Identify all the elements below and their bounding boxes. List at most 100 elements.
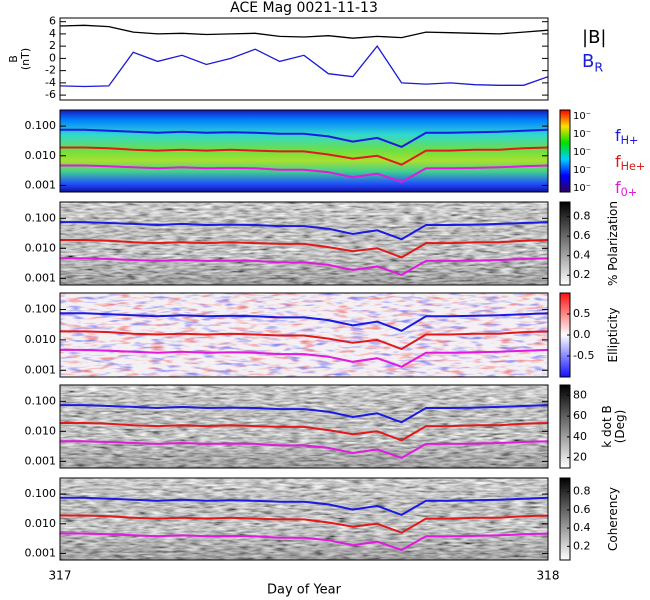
legend-entry: |B| <box>582 27 606 48</box>
colorbar-tick-label: 80 <box>573 388 587 401</box>
gyrofrequency-line <box>60 257 548 276</box>
plot-frame <box>59 384 549 469</box>
chart-title: ACE Mag 0021-11-13 <box>230 0 378 16</box>
gyrofrequency-line <box>60 532 548 552</box>
y-tick-label: 0.001 <box>25 178 57 191</box>
y-tick-label: 0.010 <box>25 149 57 162</box>
gyrofrequency-line <box>60 404 548 424</box>
y-tick-label: 0.100 <box>25 394 57 407</box>
y-tick-label: 0.010 <box>25 333 57 346</box>
gyrofrequency-line <box>60 422 548 442</box>
colorbar-tick-label: 0.0 <box>573 328 591 341</box>
colorbar-tick-label: 0.8 <box>573 485 591 498</box>
gyrofrequency-line <box>60 330 548 351</box>
colorbar <box>559 477 571 561</box>
y-tick-label: 6 <box>49 15 56 28</box>
y-tick-label: 2 <box>49 39 56 52</box>
legend-entry: fH+ <box>615 126 638 147</box>
plot-frame <box>59 292 549 378</box>
colorbar-title-line: % Polarization <box>606 201 620 286</box>
gyrofrequency-line <box>60 239 548 259</box>
y-tick-label: -2 <box>45 64 56 77</box>
colorbar-label: 10⁻ <box>573 129 591 140</box>
colorbar <box>559 201 571 286</box>
y-tick-label: 0.100 <box>25 211 57 224</box>
series-line <box>60 24 548 39</box>
y-tick-label: -6 <box>45 88 56 101</box>
panel: 0.100 0.010 0.001 0.2 0.4 0.6 0.8 % Polarizatio… <box>25 201 620 286</box>
legend-name: B <box>582 51 594 72</box>
colorbar-tick-label: 0.6 <box>573 229 591 242</box>
y-tick-label: 0.010 <box>25 241 57 254</box>
colorbar-tick-label: 0.6 <box>573 503 591 516</box>
y-tick-label: 0.010 <box>25 424 57 437</box>
y-tick-label: 0.001 <box>25 454 57 467</box>
x-tick-label: 317 <box>49 569 72 583</box>
legend-name: f <box>615 152 621 171</box>
colorbar-label: 10⁻ <box>573 111 591 122</box>
y-tick-label: 0 <box>49 51 56 64</box>
colorbar-title: k dot B(Deg) <box>600 405 627 447</box>
legend-subscript: 0+ <box>621 186 638 199</box>
colorbar <box>559 384 571 469</box>
gyrofrequency-line <box>60 221 548 241</box>
legend-name: |B| <box>582 27 606 48</box>
y-tick-label: 0.001 <box>25 546 57 559</box>
y-tick-label: 4 <box>49 27 56 40</box>
colorbar-title-line: k dot B <box>600 405 614 447</box>
y-axis-label: B(nT) <box>7 48 32 70</box>
colorbar-title: % Polarization <box>606 201 620 286</box>
colorbar-label: 10⁻ <box>573 165 591 176</box>
legend-name: f <box>615 126 621 145</box>
x-tick-label: 318 <box>537 569 560 583</box>
colorbar-title-line: Coherency <box>606 487 620 551</box>
plot-frame <box>59 477 549 561</box>
legend-subscript: R <box>594 59 603 74</box>
colorbar-tick-label: 0.5 <box>573 307 591 320</box>
y-tick-label: 0.001 <box>25 363 57 376</box>
series-line <box>60 44 548 88</box>
colorbar-tick-label: 0.2 <box>573 268 591 281</box>
panel: 0.100 0.010 0.001 10⁻ 10⁻ 10⁻ 10⁻ 10⁻ <box>25 109 591 194</box>
colorbar-tick-label: 0.4 <box>573 249 591 262</box>
gyrofrequency-line <box>60 146 548 166</box>
panel: 0.100 0.010 0.001 20 40 60 80 k dot B(Deg) <box>25 384 627 469</box>
colorbar-tick-label: 0.2 <box>573 539 591 552</box>
colorbar-tick-label: 20 <box>573 451 587 464</box>
gyrofrequency-line <box>60 496 548 517</box>
colorbar-tick-label: -0.5 <box>573 349 594 362</box>
gyrofrequency-line <box>60 312 548 332</box>
gyrofrequency-line <box>60 514 548 534</box>
legend-entry: fHe+ <box>615 152 645 173</box>
gyrofrequency-line <box>60 348 548 368</box>
legend-name: f <box>615 178 621 197</box>
gyrofrequency-line <box>60 128 548 149</box>
colorbar-title-line: (Deg) <box>613 410 627 444</box>
colorbar-title-line: Ellipticity <box>606 308 620 363</box>
colorbar-tick-label: 40 <box>573 430 587 443</box>
gyrofrequency-line <box>60 440 548 459</box>
gyrofrequency-line <box>60 164 548 184</box>
legend-entry: BR <box>582 51 603 74</box>
plot-frame <box>59 17 549 101</box>
colorbar-title: Ellipticity <box>606 308 620 363</box>
y-axis-label-line: (nT) <box>19 48 32 70</box>
colorbar-tick-label: 60 <box>573 409 587 422</box>
legend-subscript: H+ <box>621 134 639 147</box>
colorbar <box>559 109 571 193</box>
legend-entry: f0+ <box>615 178 637 199</box>
x-axis-label: Day of Year <box>267 583 342 598</box>
y-tick-label: 0.001 <box>25 271 57 284</box>
panel: 0.100 0.010 0.001 -0.5 0.0 0.5 Ellipticity <box>25 292 620 378</box>
y-tick-label: 0.100 <box>25 303 57 316</box>
y-tick-label: 0.010 <box>25 517 57 530</box>
colorbar-label: 10⁻ <box>573 183 591 194</box>
panel: 0.100 0.010 0.001 317 318 0.2 0.4 0.6 0.8 Coheren… <box>25 477 620 583</box>
colorbar-tick-label: 0.4 <box>573 521 591 534</box>
y-tick-label: 0.100 <box>25 487 57 500</box>
y-tick-label: -4 <box>45 76 56 89</box>
plot-frame <box>59 201 549 286</box>
colorbar-label: 10⁻ <box>573 147 591 158</box>
